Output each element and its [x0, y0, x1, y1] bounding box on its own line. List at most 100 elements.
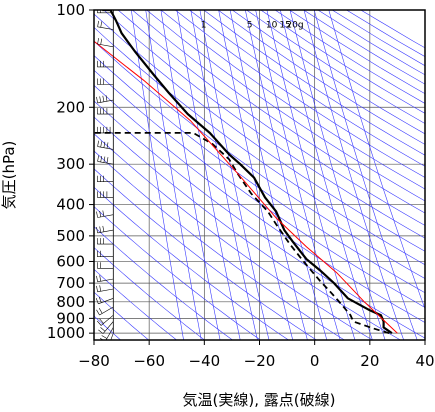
parcel-line	[94, 40, 398, 334]
mixing-ratio-line	[303, 10, 404, 340]
wind-barb	[97, 238, 114, 245]
dry-adiabat-line	[175, 10, 425, 178]
wind-barbs	[95, 10, 114, 340]
wind-barb	[96, 275, 114, 283]
dry-adiabat-line	[94, 133, 373, 340]
dry-adiabat-lines	[94, 10, 425, 340]
grid	[94, 10, 425, 340]
mixing-ratio-line	[131, 10, 184, 340]
wind-barb	[97, 155, 114, 165]
wind-barb	[97, 60, 114, 68]
mixing-ratio-line	[229, 10, 308, 340]
x-tick-label: −40	[189, 352, 221, 370]
dry-adiabat-line	[189, 10, 425, 167]
dry-adiabat-line	[94, 13, 425, 252]
wind-barb	[96, 314, 114, 326]
mixing-ratio-line	[280, 10, 373, 340]
x-tick-label: −80	[78, 352, 110, 370]
dry-adiabat-line	[94, 186, 289, 340]
y-tick-label: 500	[56, 227, 85, 245]
x-axis-label: 気温(実線), 露点(破線)	[183, 391, 336, 409]
dry-adiabat-line	[94, 69, 425, 308]
dewpoint-line	[94, 132, 390, 335]
mixing-ratio-line	[145, 10, 202, 340]
dry-adiabat-line	[94, 206, 261, 340]
wind-barb	[110, 333, 114, 340]
mixing-ratio-line	[328, 10, 425, 310]
x-tick-label: 40	[415, 352, 434, 370]
wind-barb	[97, 10, 114, 14]
x-tick-label: −60	[133, 352, 165, 370]
mixing-ratio-line	[176, 10, 241, 340]
x-tick-label: −20	[244, 352, 276, 370]
mixing-ratio-label: 1	[201, 21, 207, 31]
wind-barb	[97, 20, 114, 30]
wind-barb	[97, 108, 114, 115]
wind-barb	[98, 321, 114, 334]
dry-adiabat-line	[94, 26, 425, 266]
mixing-ratio-line	[289, 10, 386, 340]
mixing-ratio-label: 20g	[286, 21, 303, 31]
mixing-ratio-line	[218, 10, 293, 340]
mixing-ratio-line	[190, 10, 258, 340]
dry-adiabat-line	[94, 116, 401, 340]
wind-barb	[95, 296, 114, 305]
mixing-ratio-line	[199, 10, 270, 340]
mixing-ratio-label: 10	[266, 21, 278, 31]
wind-barb	[96, 210, 114, 218]
y-tick-label: 1000	[47, 324, 85, 342]
y-tick-label: 100	[56, 1, 85, 19]
dry-adiabat-line	[94, 247, 205, 340]
wind-barb	[96, 225, 114, 234]
mixing-ratio-label: 5	[247, 21, 253, 31]
wind-barb	[97, 126, 114, 134]
dry-adiabat-line	[94, 100, 425, 339]
x-tick-label: 0	[310, 352, 320, 370]
wind-barb	[96, 306, 114, 316]
y-axis-label: 気圧(hPa)	[0, 141, 18, 210]
y-tick-label: 800	[56, 293, 85, 311]
dry-adiabat-line	[94, 315, 121, 340]
wind-barb	[97, 191, 114, 198]
mixing-ratio-line	[266, 10, 356, 340]
y-tick-label: 400	[56, 196, 85, 214]
dry-adiabat-line	[103, 10, 425, 239]
dry-adiabat-line	[94, 291, 149, 340]
dry-adiabat-line	[94, 40, 425, 279]
wind-barb	[97, 250, 114, 257]
dry-adiabat-line	[132, 10, 425, 214]
wind-barb	[97, 262, 114, 269]
wind-barb	[97, 78, 114, 85]
wind-barb	[96, 95, 114, 104]
temperature-line	[102, 10, 393, 335]
mixing-ratio-label: 15	[279, 21, 290, 31]
y-tick-label: 700	[56, 274, 85, 292]
dry-adiabat-line	[94, 150, 345, 340]
dry-adiabat-line	[94, 84, 425, 323]
dry-adiabat-line	[94, 55, 425, 294]
dry-adiabat-line	[94, 168, 317, 340]
mixing-ratio-line	[313, 10, 418, 340]
y-tick-label: 900	[56, 309, 85, 327]
y-tick-label: 300	[56, 155, 85, 173]
dry-adiabat-line	[203, 10, 425, 156]
wind-barb	[97, 38, 114, 48]
dry-adiabat-line	[117, 10, 425, 226]
y-tick-label: 200	[56, 98, 85, 116]
dry-adiabat-line	[217, 10, 425, 145]
x-tick-label: 20	[360, 352, 379, 370]
dry-adiabat-line	[94, 226, 233, 340]
wind-barb	[97, 140, 114, 150]
dry-adiabat-line	[160, 10, 425, 190]
y-tick-label: 600	[56, 252, 85, 270]
mixing-ratio-line	[160, 10, 221, 340]
wind-barb	[96, 285, 114, 293]
mixing-ratio-lines	[131, 10, 425, 340]
dry-adiabat-line	[146, 10, 425, 202]
wind-barb	[97, 175, 114, 182]
dry-adiabat-line	[94, 268, 177, 340]
profiles	[94, 10, 398, 335]
